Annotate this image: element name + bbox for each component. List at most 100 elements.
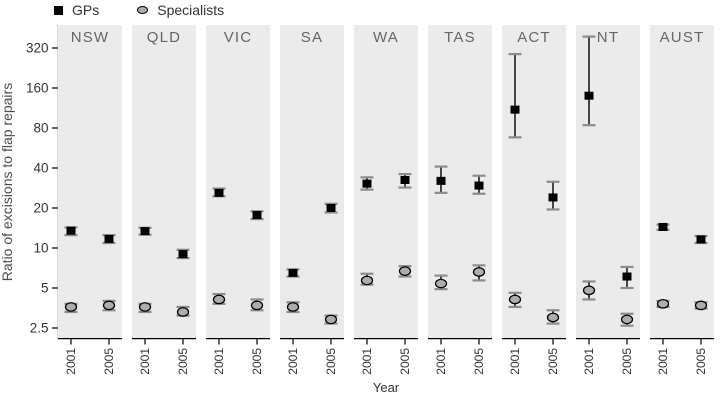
strip-label: NT — [597, 29, 619, 46]
x-tick-label-year: 2001 — [656, 348, 670, 375]
specialists-circle-marker-icon — [137, 6, 149, 14]
gp-point-QLD-2001 — [138, 226, 152, 236]
panel-SA: SA 2001 2005 — [280, 25, 344, 375]
specialist-point-NT-2005 — [620, 312, 634, 327]
specialist-point-SA-2005 — [324, 314, 338, 325]
x-tick-label-year: 2001 — [360, 348, 374, 375]
specialist-circle-marker — [620, 314, 634, 325]
specialist-circle-marker — [398, 266, 412, 276]
specialist-circle-marker — [546, 312, 560, 323]
gp-point-QLD-2005 — [176, 248, 190, 260]
gp-point-NT-2005 — [620, 265, 634, 290]
gp-point-SA-2005 — [324, 202, 338, 214]
gp-point-VIC-2001 — [212, 187, 226, 198]
gp-point-TAS-2005 — [472, 174, 486, 195]
gp-square-marker — [696, 235, 706, 244]
specialist-circle-marker — [694, 300, 708, 311]
x-tick-label-year: 2001 — [434, 348, 448, 375]
specialist-circle-marker — [286, 302, 300, 312]
gp-point-AUST-2001 — [656, 222, 670, 231]
legend: GPs Specialists — [54, 1, 224, 19]
specialist-point-TAS-2005 — [472, 264, 486, 282]
specialist-circle-marker — [64, 302, 78, 312]
x-tick-label-year: 2005 — [694, 348, 708, 375]
gp-square-marker — [436, 176, 446, 185]
gp-point-SA-2001 — [286, 268, 300, 278]
y-tick-label: 5 — [41, 281, 49, 296]
panel-TAS: TAS 2001 2005 — [428, 25, 492, 375]
x-tick-label-year: 2001 — [286, 348, 300, 375]
specialist-circle-marker — [360, 275, 374, 286]
strip-label: QLD — [147, 29, 181, 46]
legend-label-specialists: Specialists — [157, 2, 225, 18]
y-tick-label: 320 — [26, 41, 49, 56]
panel-AUST: AUST 2001 2005 — [650, 25, 714, 375]
gp-square-marker — [622, 272, 632, 281]
specialist-circle-marker — [582, 285, 596, 296]
specialist-point-ACT-2001 — [508, 291, 522, 309]
specialist-circle-marker — [250, 300, 264, 311]
strip-label: SA — [301, 29, 323, 46]
legend-item-gps: GPs — [54, 2, 99, 18]
y-axis-title: Ratio of excisions to flap repairs — [0, 83, 15, 281]
gp-point-ACT-2005 — [546, 180, 560, 211]
gp-square-marker — [474, 181, 484, 190]
strip-label: VIC — [224, 29, 253, 46]
panel-NT: NT 2001 2005 — [576, 25, 640, 375]
gp-point-WA-2005 — [398, 172, 412, 189]
gp-square-marker — [104, 234, 114, 243]
specialist-point-NSW-2005 — [102, 299, 116, 312]
specialist-circle-marker — [212, 294, 226, 305]
gp-point-ACT-2001 — [508, 52, 522, 139]
x-tick-label-year: 2005 — [398, 348, 412, 375]
specialist-circle-marker — [324, 314, 338, 325]
gp-point-VIC-2005 — [250, 210, 264, 221]
specialist-point-ACT-2005 — [546, 309, 560, 325]
y-tick-label: 2.5 — [30, 321, 49, 336]
gp-point-WA-2001 — [360, 176, 374, 191]
gp-square-marker — [214, 188, 224, 197]
panel-background — [650, 25, 714, 338]
panel-VIC: VIC 2001 2005 — [206, 25, 270, 375]
strip-label: AUST — [660, 29, 705, 46]
y-tick-label: 160 — [26, 81, 49, 96]
specialist-point-NT-2001 — [582, 280, 596, 301]
gp-square-marker — [548, 193, 558, 202]
y-tick-label: 10 — [33, 241, 48, 256]
specialist-point-NSW-2001 — [64, 302, 78, 314]
specialist-point-AUST-2005 — [694, 300, 708, 311]
gp-square-marker — [288, 268, 298, 277]
gps-square-marker-icon — [54, 5, 63, 15]
x-axis-title: Year — [373, 380, 400, 395]
specialist-point-QLD-2001 — [138, 302, 152, 314]
strip-label: ACT — [517, 29, 551, 46]
x-tick-label-year: 2001 — [582, 348, 596, 375]
gp-square-marker — [178, 250, 188, 259]
x-tick-label-year: 2005 — [620, 348, 634, 375]
gp-point-NSW-2001 — [64, 226, 78, 237]
specialist-circle-marker — [656, 298, 670, 309]
gp-square-marker — [400, 175, 410, 184]
panel-background — [280, 25, 344, 338]
specialist-circle-marker — [508, 294, 522, 305]
x-tick-label-year: 2001 — [212, 348, 226, 375]
specialist-point-VIC-2001 — [212, 292, 226, 305]
specialist-circle-marker — [176, 307, 190, 317]
x-tick-label-year: 2005 — [324, 348, 338, 375]
x-tick-label-year: 2005 — [472, 348, 486, 375]
specialist-point-WA-2001 — [360, 272, 374, 286]
gp-square-marker — [510, 105, 520, 114]
specialist-point-QLD-2005 — [176, 305, 190, 317]
specialist-point-VIC-2005 — [250, 298, 264, 312]
x-tick-label-year: 2005 — [250, 348, 264, 375]
specialist-point-AUST-2001 — [656, 298, 670, 309]
panel-WA: WA 2001 2005 — [354, 25, 418, 375]
gp-square-marker — [66, 226, 76, 235]
x-tick-label-year: 2001 — [138, 348, 152, 375]
panel-background — [132, 25, 196, 338]
specialist-circle-marker — [138, 302, 152, 312]
specialist-circle-marker — [434, 278, 448, 289]
panel-background — [206, 25, 270, 338]
